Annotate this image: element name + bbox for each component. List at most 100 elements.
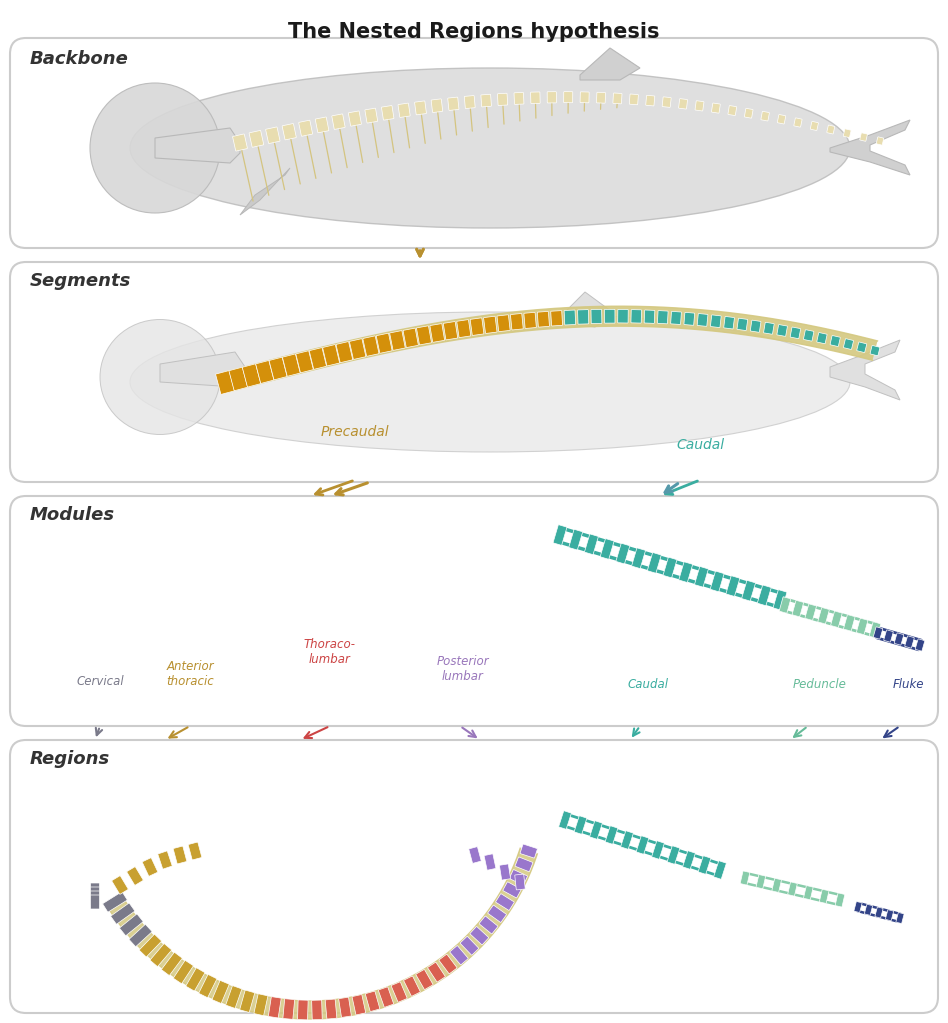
FancyBboxPatch shape [854, 901, 862, 913]
FancyBboxPatch shape [629, 94, 638, 104]
FancyBboxPatch shape [481, 94, 491, 106]
FancyBboxPatch shape [298, 999, 308, 1020]
FancyBboxPatch shape [772, 879, 781, 892]
FancyBboxPatch shape [726, 576, 739, 596]
FancyBboxPatch shape [663, 558, 677, 578]
FancyBboxPatch shape [616, 543, 629, 564]
FancyBboxPatch shape [805, 604, 816, 620]
FancyBboxPatch shape [873, 627, 883, 639]
FancyBboxPatch shape [564, 92, 573, 102]
FancyBboxPatch shape [173, 846, 187, 863]
FancyBboxPatch shape [915, 638, 924, 652]
FancyBboxPatch shape [585, 534, 598, 554]
FancyBboxPatch shape [657, 311, 668, 324]
FancyBboxPatch shape [240, 990, 255, 1013]
FancyBboxPatch shape [827, 125, 835, 134]
FancyBboxPatch shape [679, 98, 687, 109]
FancyBboxPatch shape [865, 904, 872, 916]
FancyBboxPatch shape [322, 345, 339, 366]
FancyBboxPatch shape [712, 103, 720, 114]
FancyBboxPatch shape [428, 963, 446, 982]
FancyBboxPatch shape [460, 936, 479, 955]
FancyBboxPatch shape [553, 525, 567, 545]
FancyBboxPatch shape [564, 310, 575, 325]
FancyBboxPatch shape [316, 117, 329, 133]
FancyBboxPatch shape [226, 986, 242, 1009]
FancyBboxPatch shape [896, 913, 904, 924]
FancyBboxPatch shape [818, 608, 830, 624]
FancyBboxPatch shape [646, 95, 655, 106]
FancyBboxPatch shape [158, 851, 173, 870]
FancyBboxPatch shape [590, 820, 602, 839]
FancyBboxPatch shape [199, 975, 217, 997]
FancyBboxPatch shape [90, 883, 100, 897]
FancyBboxPatch shape [757, 585, 771, 606]
FancyBboxPatch shape [779, 596, 791, 613]
FancyBboxPatch shape [299, 121, 313, 136]
Ellipse shape [90, 83, 220, 213]
FancyBboxPatch shape [774, 589, 787, 611]
Polygon shape [107, 848, 538, 1019]
FancyBboxPatch shape [283, 124, 297, 140]
FancyBboxPatch shape [894, 633, 903, 646]
FancyBboxPatch shape [444, 321, 458, 340]
FancyBboxPatch shape [817, 332, 827, 344]
FancyBboxPatch shape [580, 92, 589, 103]
Text: Regions: Regions [30, 750, 110, 768]
Polygon shape [240, 168, 290, 215]
FancyBboxPatch shape [90, 895, 100, 909]
Polygon shape [830, 340, 900, 400]
FancyBboxPatch shape [161, 952, 182, 975]
FancyBboxPatch shape [636, 836, 648, 854]
Polygon shape [160, 352, 245, 387]
FancyBboxPatch shape [229, 367, 247, 391]
FancyBboxPatch shape [860, 133, 867, 141]
FancyBboxPatch shape [844, 339, 853, 350]
FancyBboxPatch shape [750, 320, 761, 332]
Text: Modules: Modules [30, 506, 115, 524]
FancyBboxPatch shape [830, 336, 840, 347]
FancyBboxPatch shape [574, 815, 587, 834]
FancyBboxPatch shape [577, 310, 589, 324]
FancyBboxPatch shape [465, 95, 475, 108]
Ellipse shape [130, 68, 850, 228]
FancyBboxPatch shape [173, 961, 193, 983]
FancyBboxPatch shape [268, 996, 282, 1018]
FancyBboxPatch shape [309, 348, 326, 369]
Polygon shape [155, 128, 240, 163]
FancyBboxPatch shape [757, 875, 766, 889]
FancyBboxPatch shape [697, 313, 708, 326]
FancyBboxPatch shape [142, 857, 157, 877]
FancyBboxPatch shape [337, 342, 353, 362]
FancyBboxPatch shape [776, 324, 788, 337]
FancyBboxPatch shape [363, 336, 379, 356]
FancyBboxPatch shape [381, 105, 394, 120]
FancyBboxPatch shape [119, 914, 143, 936]
FancyBboxPatch shape [487, 905, 506, 923]
Ellipse shape [130, 312, 850, 452]
FancyBboxPatch shape [631, 310, 642, 323]
FancyBboxPatch shape [683, 851, 695, 870]
FancyBboxPatch shape [788, 882, 797, 896]
FancyBboxPatch shape [404, 976, 420, 996]
FancyBboxPatch shape [129, 925, 152, 946]
FancyBboxPatch shape [352, 994, 366, 1015]
FancyBboxPatch shape [398, 103, 410, 118]
Text: Thoraco-
lumbar: Thoraco- lumbar [304, 638, 356, 666]
FancyBboxPatch shape [804, 886, 813, 899]
FancyBboxPatch shape [830, 611, 842, 627]
FancyBboxPatch shape [811, 122, 818, 131]
FancyBboxPatch shape [186, 968, 205, 991]
Text: Fluke: Fluke [892, 678, 923, 691]
FancyBboxPatch shape [332, 114, 345, 129]
FancyBboxPatch shape [325, 999, 337, 1019]
FancyBboxPatch shape [698, 856, 711, 875]
FancyBboxPatch shape [605, 309, 615, 323]
FancyBboxPatch shape [791, 327, 801, 339]
Text: Backbone: Backbone [30, 50, 129, 68]
FancyBboxPatch shape [127, 866, 143, 885]
FancyBboxPatch shape [819, 889, 829, 903]
FancyBboxPatch shape [376, 333, 392, 353]
FancyBboxPatch shape [679, 562, 693, 582]
Text: Anterior
thoracic: Anterior thoracic [166, 660, 214, 688]
